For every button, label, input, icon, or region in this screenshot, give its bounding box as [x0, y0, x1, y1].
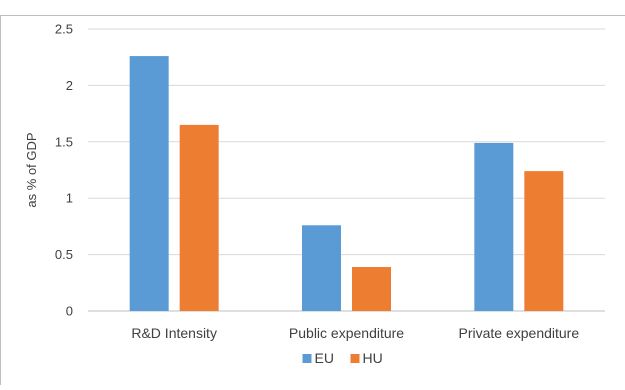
bar-hu-1 — [352, 267, 391, 311]
y-tick-label: 0 — [66, 304, 73, 319]
frame-left-border — [0, 15, 1, 385]
bar-hu-0 — [179, 124, 219, 311]
y-tick-label: 1 — [66, 191, 73, 206]
bar-eu-1 — [302, 225, 341, 311]
x-category-label: R&D Intensity — [131, 325, 217, 341]
x-axis-categories: R&D Intensity Public expenditure Private e… — [131, 325, 579, 341]
y-axis-ticks: 0 0.5 1 1.5 2 2.5 — [55, 22, 73, 319]
legend-label-eu: EU — [315, 350, 334, 366]
y-tick-label: 2.5 — [55, 22, 73, 37]
y-tick-label: 1.5 — [55, 134, 73, 149]
legend-label-hu: HU — [363, 350, 383, 366]
bar-eu-0 — [129, 56, 169, 312]
y-axis-title: as % of GDP — [24, 132, 39, 207]
legend-swatch-eu — [302, 354, 312, 363]
x-category-label: Private expenditure — [459, 325, 580, 341]
legend-swatch-hu — [350, 354, 360, 363]
bar-hu-2 — [524, 171, 564, 311]
x-category-label: Public expenditure — [289, 325, 404, 341]
legend: EU HU — [302, 350, 383, 366]
y-tick-label: 0.5 — [55, 247, 73, 262]
frame-top-border — [0, 15, 625, 16]
y-tick-label: 2 — [66, 78, 73, 93]
bar-eu-2 — [474, 142, 514, 311]
gridlines — [88, 28, 605, 312]
bars — [129, 56, 564, 312]
